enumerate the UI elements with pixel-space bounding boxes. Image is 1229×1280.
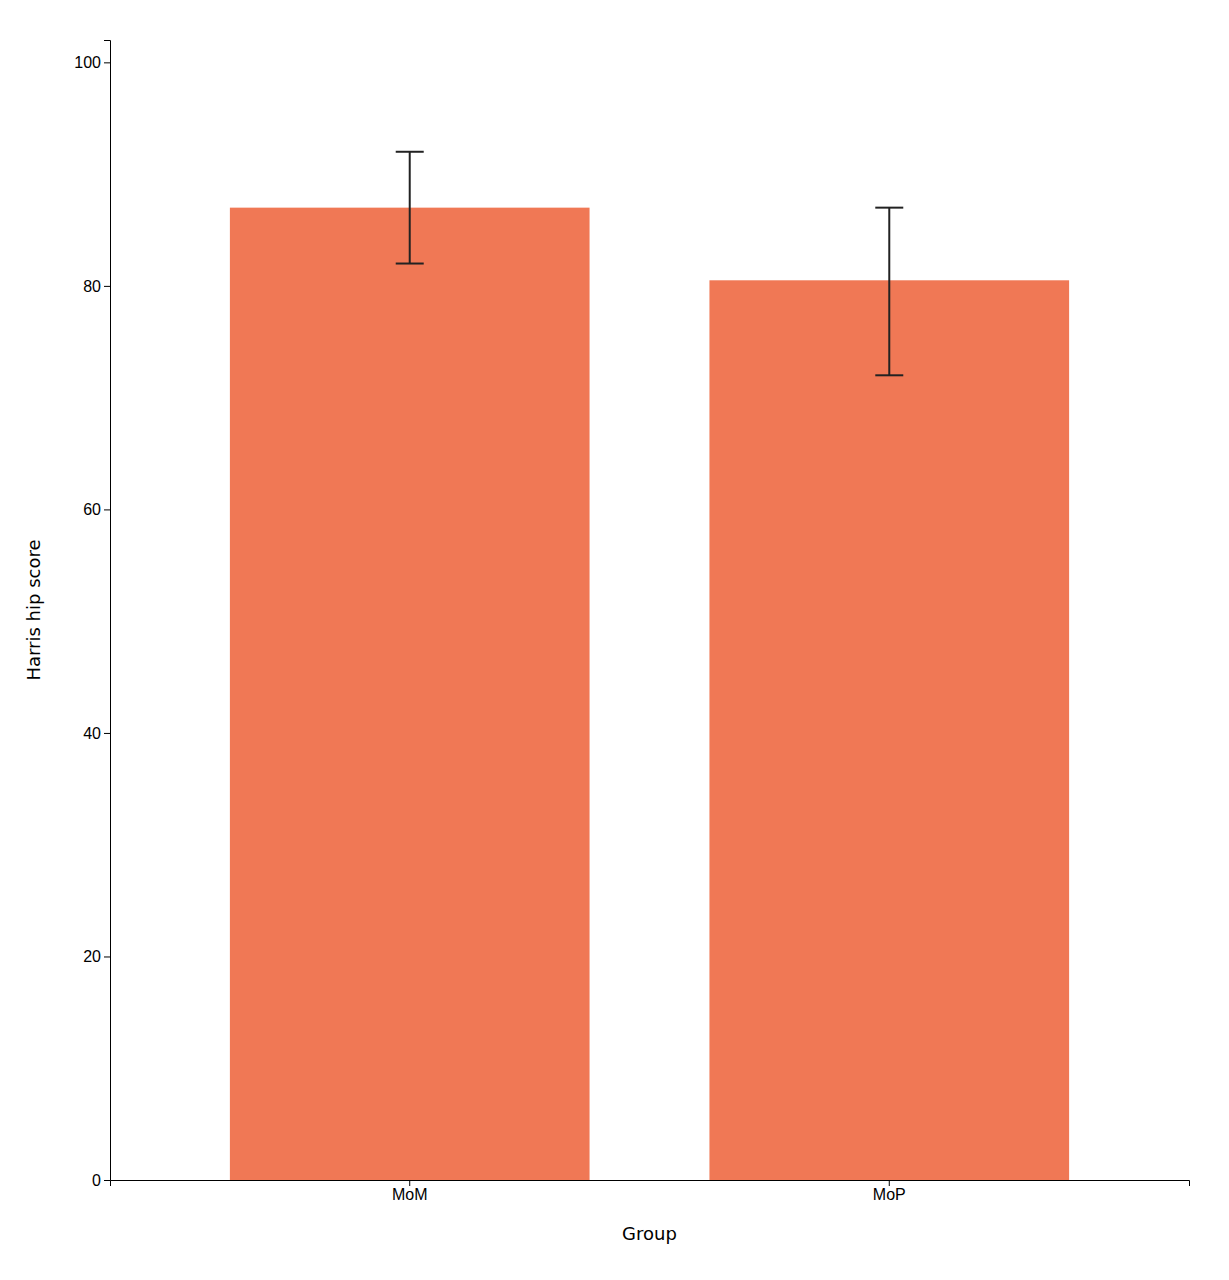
y-tick: 60 <box>83 501 110 518</box>
x-axis-title: Group <box>622 1223 677 1244</box>
y-tick: 80 <box>83 278 110 295</box>
error-bar-stem <box>888 208 890 376</box>
x-tick-mark <box>409 1180 410 1186</box>
y-axis: 0 20 40 60 80 100 <box>74 41 110 1189</box>
error-bar-stem <box>409 152 411 264</box>
x-axis: MoM MoP <box>111 1180 1190 1203</box>
error-bar-cap-lower <box>875 374 903 376</box>
x-tick: MoM <box>392 1180 428 1203</box>
bar <box>230 208 590 1180</box>
y-tick-mark <box>104 509 110 510</box>
y-tick-label: 100 <box>74 54 101 71</box>
y-tick-mark <box>104 286 110 287</box>
y-tick-label: 60 <box>83 501 101 518</box>
y-tick: 40 <box>83 725 110 742</box>
plot: MoM MoP 0 20 40 60 80 100 Group Harris hip score <box>23 41 1190 1245</box>
x-tick-mark <box>889 1180 890 1186</box>
chart: MoM MoP 0 20 40 60 80 100 Group Harris hip score <box>0 0 1229 1280</box>
error-bar-cap-upper <box>875 207 903 209</box>
y-tick-mark <box>104 62 110 63</box>
y-tick: 20 <box>83 948 110 965</box>
marks <box>230 152 1069 1180</box>
x-tick-label: MoM <box>392 1186 428 1203</box>
y-tick: 100 <box>74 54 110 71</box>
error-bar <box>396 152 424 264</box>
y-tick-mark <box>104 1180 110 1181</box>
y-tick-mark <box>104 956 110 957</box>
y-tick-label: 80 <box>83 278 101 295</box>
y-tick-mark <box>104 733 110 734</box>
x-tick: MoP <box>873 1180 906 1203</box>
bar <box>709 280 1069 1180</box>
x-axis-line <box>111 1181 1190 1187</box>
y-axis-title: Harris hip score <box>23 539 44 680</box>
y-tick-label: 40 <box>83 725 101 742</box>
chart-container: MoM MoP 0 20 40 60 80 100 Group Harris hip score <box>0 0 1229 1280</box>
y-tick: 0 <box>92 1172 110 1189</box>
y-axis-line <box>104 41 111 1181</box>
error-bar-cap-lower <box>396 263 424 265</box>
y-tick-label: 0 <box>92 1172 101 1189</box>
error-bar <box>875 208 903 376</box>
error-bar-cap-upper <box>396 151 424 153</box>
x-tick-label: MoP <box>873 1186 906 1203</box>
y-tick-label: 20 <box>83 948 101 965</box>
